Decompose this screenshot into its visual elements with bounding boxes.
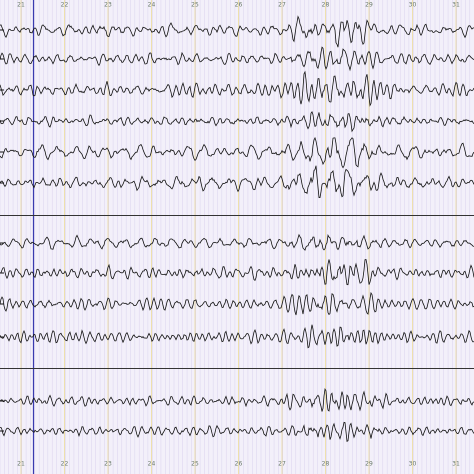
- time-label: 28: [322, 461, 330, 468]
- eeg-trace: [0, 165, 474, 199]
- eeg-trace: [0, 136, 474, 169]
- time-label: 27: [278, 2, 286, 9]
- time-label: 26: [235, 461, 243, 468]
- second-grid: [20, 0, 457, 474]
- time-label: 24: [148, 2, 156, 9]
- time-label: 25: [191, 461, 199, 468]
- time-label: 31: [452, 2, 460, 9]
- time-label: 31: [452, 461, 460, 468]
- time-label: 29: [365, 2, 373, 9]
- eeg-trace: [0, 324, 474, 349]
- time-label: 24: [148, 461, 156, 468]
- time-label: 30: [409, 2, 417, 9]
- time-label: 30: [409, 461, 417, 468]
- time-label: 21: [17, 2, 25, 9]
- time-label: 22: [61, 2, 69, 9]
- eeg-trace: [0, 291, 474, 316]
- time-label: 21: [17, 461, 25, 468]
- time-label: 25: [191, 2, 199, 9]
- eeg-trace: [0, 70, 474, 107]
- time-label: 27: [278, 461, 286, 468]
- time-label: 26: [235, 2, 243, 9]
- traces: [0, 15, 474, 442]
- eeg-trace: [0, 387, 474, 412]
- eeg-trace: [0, 15, 474, 48]
- eeg-trace: [0, 259, 474, 286]
- time-labels: 21 22 23 24 25 26 27 28 29 30 31 21 22 23 24 25 26 27 28 29…: [17, 2, 460, 468]
- eeg-trace: [0, 111, 474, 133]
- time-label: 23: [104, 2, 112, 9]
- eeg-trace: [0, 46, 474, 72]
- time-label: 28: [322, 2, 330, 9]
- eeg-trace: [0, 421, 474, 442]
- time-label: 23: [104, 461, 112, 468]
- time-label: 29: [365, 461, 373, 468]
- eeg-trace: [0, 233, 474, 251]
- time-label: 22: [61, 461, 69, 468]
